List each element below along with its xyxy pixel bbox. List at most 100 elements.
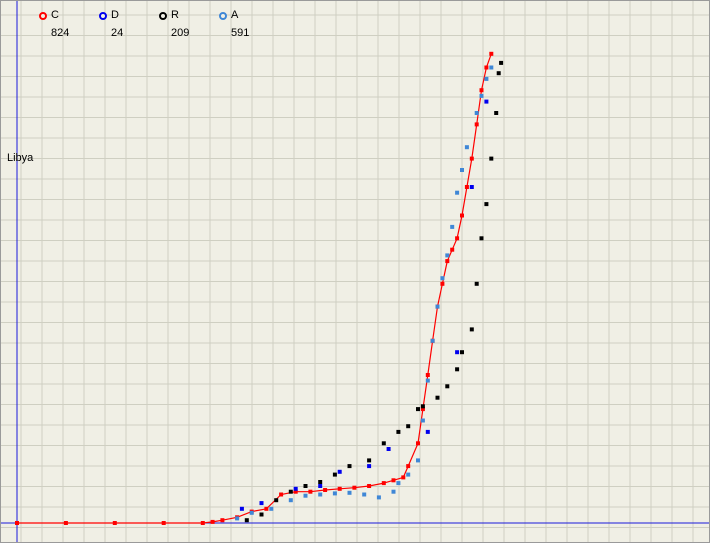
series-a-point xyxy=(430,338,435,343)
series-a-point xyxy=(318,492,323,497)
series-d-point xyxy=(239,506,244,511)
series-d-point xyxy=(469,185,474,189)
series-a-point xyxy=(445,253,450,258)
series-c-point xyxy=(401,475,406,480)
legend-count-a: 591 xyxy=(231,27,250,39)
series-a-point xyxy=(303,493,308,498)
series-r-point xyxy=(332,472,337,477)
series-c-point xyxy=(323,488,328,492)
legend-count-d: 24 xyxy=(111,27,124,39)
series-c-point xyxy=(200,521,205,525)
series-c-point xyxy=(293,489,298,494)
series-a-point xyxy=(332,491,337,496)
series-r-point xyxy=(499,60,504,65)
series-r-point xyxy=(494,111,499,115)
series-d-point xyxy=(455,350,460,355)
legend-marker-a xyxy=(219,12,227,20)
series-a-point xyxy=(249,510,254,515)
series-a-point xyxy=(455,190,460,195)
series-c-point xyxy=(450,247,455,252)
series-r-point xyxy=(420,404,425,409)
series-c-point xyxy=(210,519,215,524)
series-c-point xyxy=(15,521,19,525)
series-c-point xyxy=(337,486,342,491)
series-c-point xyxy=(264,506,269,511)
series-c-point xyxy=(425,373,430,377)
series-a-point xyxy=(288,498,293,503)
series-c-point xyxy=(416,441,420,446)
series-c-point xyxy=(474,122,479,127)
series-c-point xyxy=(381,481,386,486)
series-r-point xyxy=(455,367,460,372)
series-c-point xyxy=(352,485,357,490)
series-c-point xyxy=(469,156,474,161)
series-c-point xyxy=(460,213,464,218)
series-a-point xyxy=(269,506,274,511)
series-r-point xyxy=(496,71,501,76)
series-r-point xyxy=(288,489,293,494)
legend-label-c: C xyxy=(51,9,59,21)
series-a-point xyxy=(235,516,240,521)
series-c-point xyxy=(445,259,450,264)
legend-label-d: D xyxy=(111,9,119,21)
series-a-point xyxy=(479,93,484,98)
legend-marker-c xyxy=(39,12,47,20)
series-c-point xyxy=(112,521,117,525)
series-a-point xyxy=(440,276,445,281)
series-r-point xyxy=(445,384,450,389)
series-r-point xyxy=(489,156,494,161)
country-label: Libya xyxy=(7,152,34,164)
legend-count-r: 209 xyxy=(171,27,190,39)
series-a-point xyxy=(489,65,494,70)
series-a-point xyxy=(464,145,469,150)
legend-marker-d xyxy=(99,12,107,20)
series-a-point xyxy=(391,489,396,494)
series-c-point xyxy=(308,489,313,494)
series-c-point xyxy=(367,484,372,488)
series-r-point xyxy=(381,441,386,446)
series-c-point xyxy=(479,88,484,93)
series-r-point xyxy=(479,236,484,241)
series-d-point xyxy=(259,501,264,506)
series-r-point xyxy=(406,424,411,429)
series-a-point xyxy=(420,418,425,423)
series-r-point xyxy=(318,480,323,484)
series-c-point xyxy=(63,521,68,525)
series-r-point xyxy=(469,327,474,332)
legend-count-c: 824 xyxy=(51,27,70,39)
series-c-point xyxy=(279,492,284,497)
series-a-point xyxy=(435,304,440,309)
series-a-point xyxy=(460,168,464,172)
series-c-point xyxy=(220,518,225,523)
series-c-point xyxy=(440,281,445,286)
series-c-point xyxy=(391,478,396,483)
series-a-point xyxy=(376,495,381,500)
series-c-point xyxy=(489,51,494,56)
legend-marker-r xyxy=(159,12,167,20)
series-r-point xyxy=(396,429,401,434)
series-a-point xyxy=(425,378,430,383)
series-r-point xyxy=(367,458,372,463)
series-d-point xyxy=(484,99,489,104)
series-r-point xyxy=(460,350,464,355)
series-c-point xyxy=(464,185,469,189)
series-a-point xyxy=(416,458,420,463)
series-a-point xyxy=(406,472,411,477)
legend-label-a: A xyxy=(231,9,239,21)
series-r-point xyxy=(435,395,440,400)
series-d-point xyxy=(293,486,298,491)
series-r-point xyxy=(474,281,479,286)
series-a-point xyxy=(396,481,401,486)
series-d-point xyxy=(386,447,391,451)
series-r-point xyxy=(274,498,279,503)
series-r-point xyxy=(416,407,420,412)
series-d-point xyxy=(318,484,323,488)
series-r-point xyxy=(303,484,308,488)
series-d-point xyxy=(367,464,372,469)
series-a-point xyxy=(474,111,479,115)
series-c-point xyxy=(161,521,166,525)
series-c-point xyxy=(420,407,425,412)
series-c-point xyxy=(455,236,460,241)
